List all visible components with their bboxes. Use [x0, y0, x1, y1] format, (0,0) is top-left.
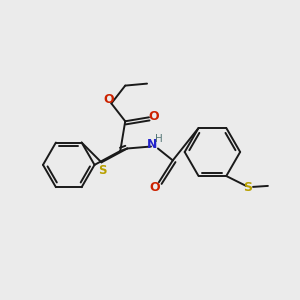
Text: S: S [244, 182, 253, 194]
Text: O: O [150, 181, 160, 194]
Text: N: N [147, 138, 157, 151]
Text: O: O [103, 93, 114, 106]
Text: O: O [149, 110, 159, 123]
Text: S: S [98, 164, 107, 177]
Text: H: H [155, 134, 163, 144]
